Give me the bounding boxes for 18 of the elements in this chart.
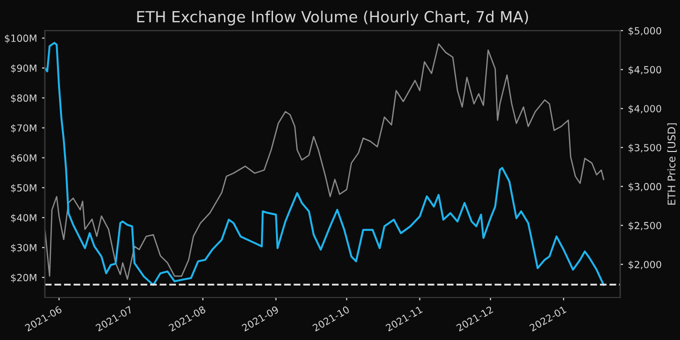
chart-title: ETH Exchange Inflow Volume (Hourly Chart, 7d MA) (137, 10, 528, 26)
y-tick-label: $40M (11, 214, 36, 223)
y2-tick-label: $3,500 (628, 144, 662, 153)
y-tick-label: $90M (11, 64, 36, 74)
y2-tick-label: $3,000 (628, 182, 662, 192)
y-tick-label: $70M (11, 124, 36, 133)
y2-tick-label: $5,000 (628, 26, 662, 36)
y-tick-label: $80M (11, 94, 36, 104)
y-tick-label: $30M (11, 244, 36, 253)
y2-tick-label: $2,000 (628, 260, 662, 270)
y2-tick-label: $4,000 (628, 104, 662, 114)
y2-tick-label: $2,500 (628, 222, 662, 231)
y2-tick-label: $4,500 (628, 66, 662, 75)
y2-axis-title: ETH Price [USD] (667, 123, 677, 205)
y-tick-label: $50M (11, 184, 36, 193)
y-tick-label: $60M (11, 154, 36, 163)
y-tick-label: $20M (11, 274, 36, 283)
y-tick-label: $100M (4, 34, 36, 44)
